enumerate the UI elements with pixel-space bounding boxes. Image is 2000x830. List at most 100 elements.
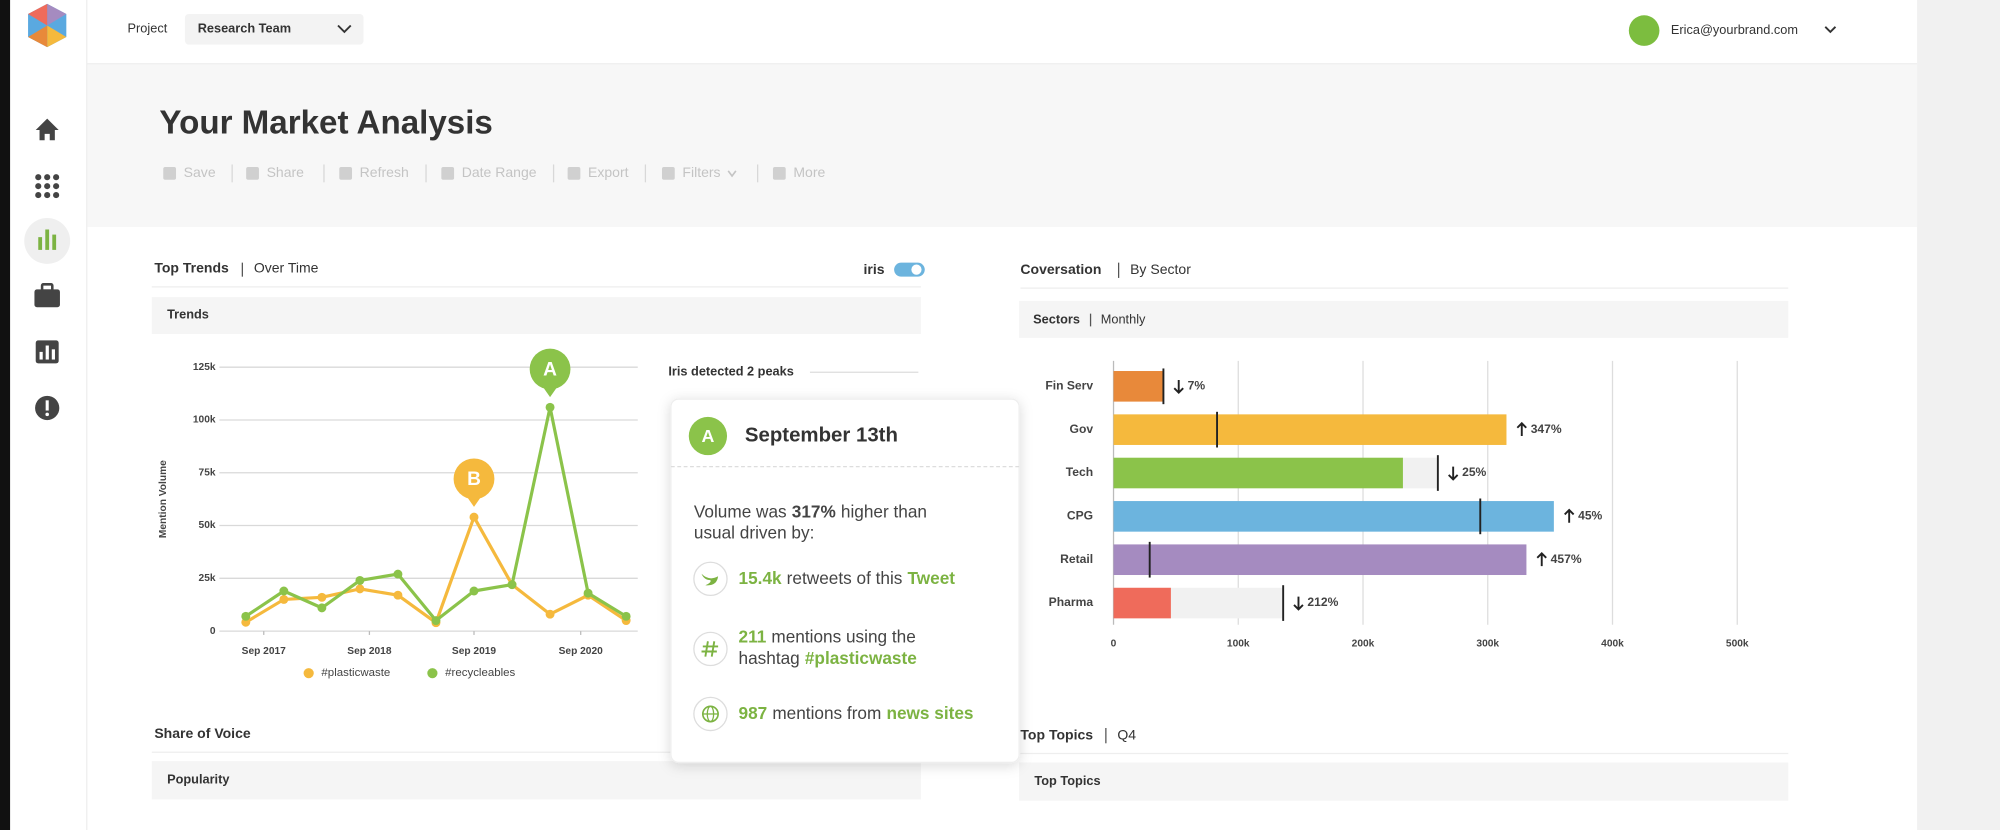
popup-item: 211 mentions using the	[739, 626, 916, 646]
data-point	[393, 590, 403, 600]
project-label: Project	[128, 21, 168, 36]
toolbar-icon	[441, 167, 455, 180]
toolbar-button[interactable]: Share	[246, 164, 304, 180]
toolbar-button[interactable]: Export	[567, 164, 629, 180]
toolbar-label: Date Range	[462, 164, 537, 180]
page-title: Your Market Analysis	[159, 105, 492, 142]
intro-highlight: 317%	[792, 501, 836, 521]
user-menu[interactable]: Erica@yourbrand.com	[1628, 15, 1837, 46]
popup-intro: Volume was 317% higher than	[694, 501, 927, 521]
peak-popup: A September 13th Volume was 317% higher th…	[670, 398, 1020, 764]
briefcase-icon[interactable]	[34, 283, 60, 308]
card-title: Popularity	[167, 772, 230, 787]
card-header	[151, 297, 921, 335]
category-label: Gov	[1070, 422, 1094, 436]
change-arrow-up	[1536, 551, 1547, 567]
y-tick-label: 100k	[193, 415, 216, 426]
popup-badge	[688, 416, 728, 456]
toolbar-button[interactable]: More	[772, 164, 826, 180]
data-point	[431, 616, 441, 626]
change-arrow-up	[1516, 421, 1527, 437]
category-label: Tech	[1066, 465, 1093, 479]
panel-title: Top Trends	[154, 260, 229, 276]
x-tick-label: 400k	[1601, 639, 1624, 650]
item-text: retweets of this	[787, 567, 903, 587]
change-label: 25%	[1462, 465, 1486, 479]
card-header	[1019, 300, 1789, 338]
change-arrow-down	[1293, 596, 1304, 611]
data-point	[241, 611, 251, 621]
toolbar-button[interactable]: Refresh	[339, 164, 409, 180]
series-line	[244, 405, 627, 623]
category-label: Pharma	[1049, 595, 1094, 609]
popup-item: 15.4k retweets of this Tweet	[739, 567, 956, 587]
popup-title: September 13th	[745, 424, 898, 446]
item-text: mentions using the	[771, 626, 915, 646]
x-tick-label: 500k	[1726, 639, 1749, 650]
report-icon[interactable]	[35, 340, 59, 364]
panel-title: Top Topics	[1020, 726, 1093, 742]
data-point	[469, 586, 479, 596]
toolbar-button[interactable]: Date Range	[441, 164, 537, 180]
y-tick-label: 125k	[193, 362, 216, 373]
toolbar-button[interactable]: Save	[163, 164, 216, 180]
x-tick-label: 300k	[1476, 639, 1499, 650]
apps-icon[interactable]	[35, 174, 60, 199]
change-label: 45%	[1578, 509, 1602, 523]
peak-pin	[529, 348, 571, 390]
change-label: 212%	[1307, 595, 1338, 609]
project-dropdown[interactable]: Research Team	[184, 14, 364, 45]
toolbar-icon	[339, 167, 353, 180]
project-name: Research Team	[198, 21, 291, 36]
bar	[1113, 587, 1171, 619]
data-point	[317, 592, 327, 602]
twitter-icon	[693, 561, 728, 597]
popup-item: 987 mentions from news sites	[739, 703, 974, 723]
toolbar-icon	[163, 167, 177, 180]
change-label: 7%	[1188, 379, 1206, 393]
popup-item-line: hashtag #plasticwaste	[739, 648, 917, 668]
category-label: Fin Serv	[1045, 379, 1093, 393]
y-tick-label: 0	[210, 626, 216, 637]
analytics-icon[interactable]	[24, 218, 71, 264]
item-link: Tweet	[908, 567, 956, 587]
toolbar-icon	[772, 167, 786, 180]
iris-toggle[interactable]	[894, 262, 925, 277]
popup-intro-line: usual driven by:	[694, 523, 815, 543]
y-tick-label: 25k	[199, 573, 216, 584]
card-title: Sectors	[1033, 311, 1080, 326]
chart-note: Iris detected 2 peaks	[668, 364, 793, 379]
user-email: Erica@yourbrand.com	[1671, 22, 1798, 37]
intro-end: higher than	[841, 501, 927, 521]
panel-subtitle: Over Time	[254, 260, 319, 276]
home-icon[interactable]	[35, 118, 59, 141]
data-point	[469, 512, 479, 522]
hashtag-icon	[693, 631, 728, 667]
data-point	[355, 584, 365, 594]
item-link: news sites	[886, 703, 973, 723]
toolbar-label: Refresh	[360, 164, 409, 180]
alert-icon[interactable]	[35, 395, 60, 421]
bar	[1113, 371, 1164, 402]
toolbar-icon	[567, 167, 581, 180]
category-label: CPG	[1067, 509, 1093, 523]
peak-pin	[453, 458, 495, 500]
toolbar-label: Share	[267, 164, 305, 180]
globe-icon	[693, 696, 728, 732]
data-point	[317, 603, 327, 613]
logo[interactable]	[28, 3, 67, 48]
x-tick-label: 0	[1111, 639, 1117, 650]
y-axis-label: Mention Volume	[158, 460, 169, 538]
item-value: 987	[739, 703, 768, 723]
card-title: Top Topics	[1034, 773, 1100, 788]
item-value: 15.4k	[739, 567, 782, 587]
page-header-bg	[86, 63, 1918, 227]
peak-label: B	[467, 469, 481, 490]
toolbar-button[interactable]: Filters	[661, 164, 737, 180]
y-tick-label: 50k	[199, 520, 216, 531]
card-header	[1019, 762, 1789, 801]
legend-swatch	[303, 668, 314, 679]
data-point	[279, 594, 289, 604]
previous-range	[1402, 457, 1438, 489]
